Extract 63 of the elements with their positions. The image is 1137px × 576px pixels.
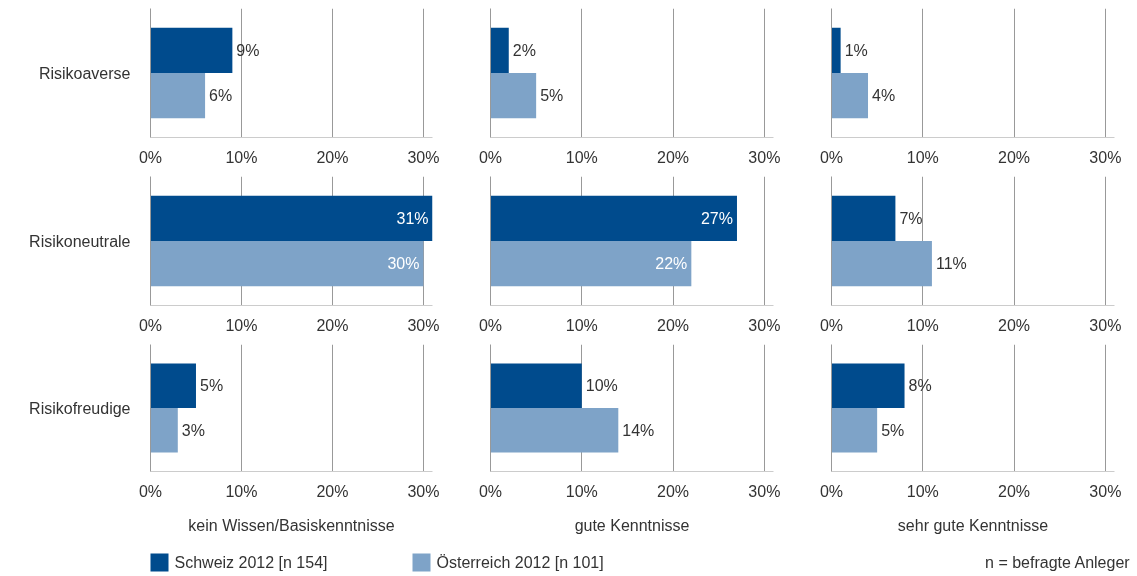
x-tick-label: 0%	[478, 482, 503, 500]
y-tick-label: Risikofreudige	[29, 399, 131, 417]
legend-label: Schweiz 2012 [n 154]	[174, 554, 328, 571]
x-tick-label: 30%	[748, 148, 781, 166]
x-tick-label: 20%	[316, 148, 349, 166]
x-tick-label: 0%	[138, 316, 163, 334]
x-tick-label: 0%	[138, 148, 163, 166]
x-tick-label: 30%	[407, 316, 440, 334]
data-label: 7%	[899, 209, 923, 227]
data-label: 14%	[622, 421, 655, 439]
x-tick-label: 10%	[565, 148, 598, 166]
x-tick-label: 10%	[225, 148, 258, 166]
data-label: 8%	[908, 377, 932, 395]
x-axis-title: sehr gute Kenntnisse	[897, 516, 1049, 534]
data-label: 22%	[655, 255, 688, 273]
data-label: 11%	[935, 255, 967, 273]
x-tick-label: 20%	[657, 316, 690, 334]
x-tick-label: 0%	[138, 482, 163, 500]
x-tick-label: 20%	[316, 316, 349, 334]
x-tick-label: 30%	[748, 482, 781, 500]
data-label: 5%	[199, 377, 224, 395]
x-tick-label: 10%	[565, 316, 598, 334]
data-label: 27%	[700, 209, 733, 227]
x-tick-label: 20%	[998, 148, 1031, 166]
x-tick-label: 20%	[316, 482, 349, 500]
x-tick-label: 30%	[407, 482, 440, 500]
y-tick-label: Risikoneutrale	[29, 232, 131, 250]
x-tick-label: 10%	[906, 482, 939, 500]
data-label: 10%	[585, 377, 618, 395]
x-axis-title: gute Kenntnisse	[574, 516, 690, 534]
x-tick-label: 0%	[819, 148, 844, 166]
data-label: 9%	[236, 41, 260, 59]
x-tick-label: 10%	[225, 482, 258, 500]
data-label: 4%	[872, 87, 896, 105]
text: n = befragte Anleger	[985, 554, 1131, 571]
x-tick-label: 30%	[407, 148, 440, 166]
data-label: 5%	[881, 421, 905, 439]
x-tick-label: 30%	[1089, 316, 1122, 334]
x-tick-label: 0%	[819, 316, 844, 334]
x-tick-label: 10%	[906, 316, 939, 334]
data-label: 2%	[512, 41, 536, 59]
data-label: 31%	[396, 209, 429, 227]
x-axis-title: kein Wissen/Basiskenntnisse	[188, 516, 395, 534]
x-tick-label: 20%	[657, 148, 690, 166]
x-tick-label: 0%	[478, 148, 503, 166]
x-tick-label: 0%	[819, 482, 844, 500]
x-tick-label: 20%	[998, 482, 1031, 500]
x-tick-label: 20%	[657, 482, 690, 500]
data-label: 3%	[181, 421, 205, 439]
x-tick-label: 0%	[478, 316, 503, 334]
data-label: 1%	[844, 41, 868, 59]
data-label: 5%	[540, 87, 564, 105]
data-label: 6%	[209, 87, 233, 105]
x-tick-label: 30%	[1089, 482, 1122, 500]
legend-label: Österreich 2012 [n 101]	[436, 554, 604, 571]
x-tick-label: 30%	[748, 316, 781, 334]
x-tick-label: 10%	[565, 482, 598, 500]
data-label: 30%	[387, 255, 420, 273]
x-tick-label: 10%	[906, 148, 939, 166]
x-tick-label: 20%	[998, 316, 1031, 334]
y-tick-label: Risikoaverse	[38, 64, 131, 82]
x-tick-label: 10%	[225, 316, 258, 334]
x-tick-label: 30%	[1089, 148, 1122, 166]
